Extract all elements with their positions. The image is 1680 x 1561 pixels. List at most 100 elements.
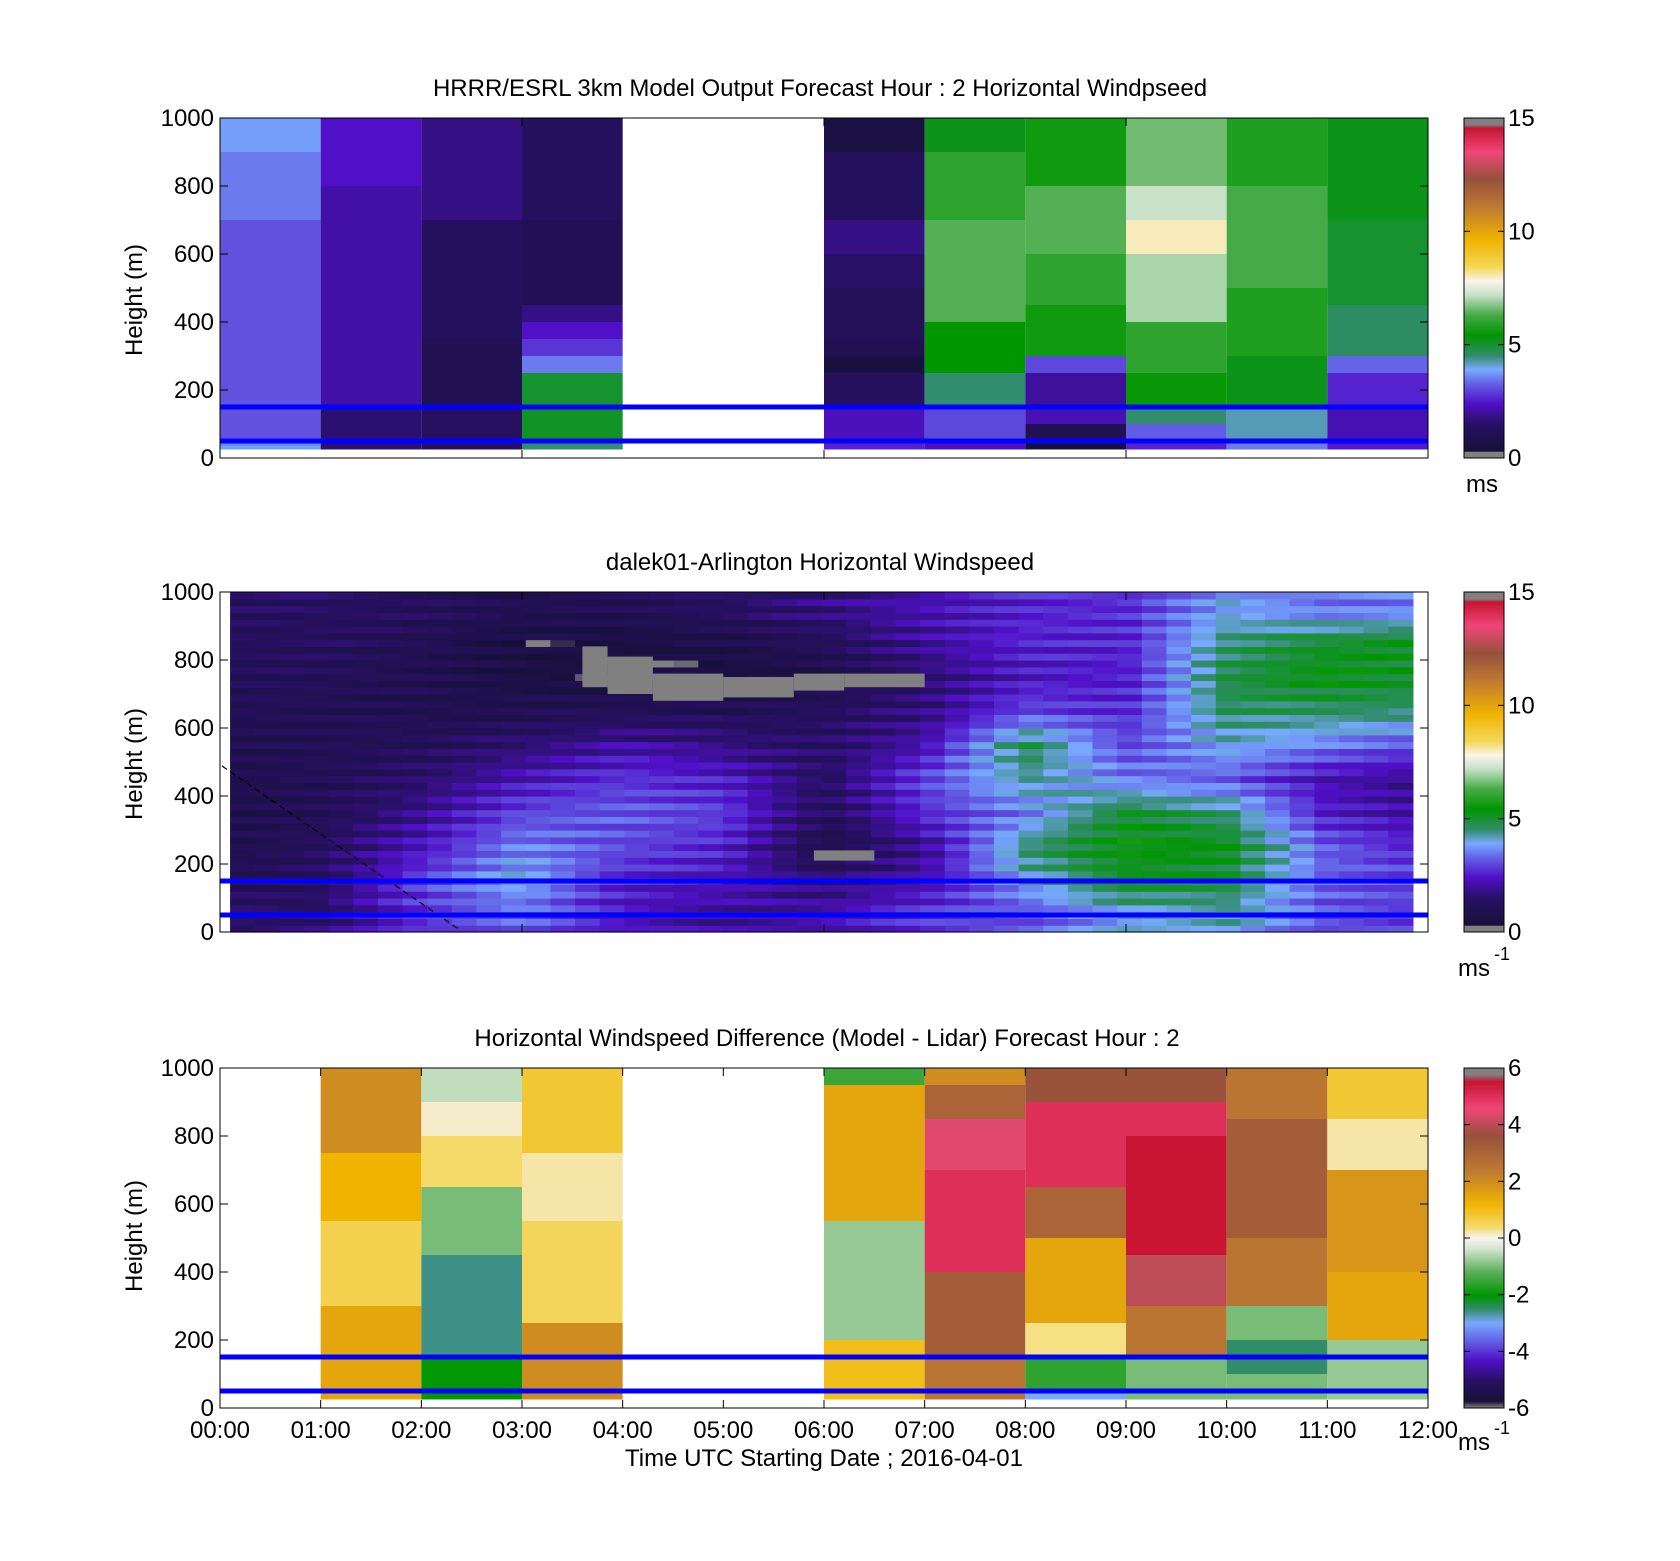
heatmap-cell (1215, 646, 1242, 654)
heatmap-cell (624, 755, 650, 763)
heatmap-cell (353, 809, 379, 817)
heatmap-cell (1215, 612, 1242, 620)
heatmap-cell (846, 714, 872, 722)
heatmap-cell (846, 870, 872, 879)
heatmap-cell (673, 748, 699, 756)
heatmap-cell (1141, 694, 1168, 702)
heatmap-cell (377, 775, 404, 783)
heatmap-cell (1166, 884, 1192, 892)
panel-model: HRRR/ESRL 3km Model Output Forecast Hour… (121, 75, 1535, 498)
heatmap-cell (1338, 830, 1365, 838)
heatmap-cell (1338, 836, 1365, 845)
heatmap-cell (230, 816, 256, 824)
heatmap-cell (944, 809, 970, 817)
heatmap-cell (575, 904, 601, 913)
heatmap-cell (1314, 843, 1340, 851)
heatmap-cell (328, 918, 354, 926)
heatmap-cell (279, 925, 305, 933)
heatmap-cell (1338, 898, 1365, 906)
heatmap-cell (920, 755, 946, 763)
heatmap-cell (427, 598, 453, 607)
heatmap-cell (1215, 734, 1242, 743)
heatmap-cell (230, 782, 256, 790)
heatmap-cell (1092, 707, 1118, 715)
heatmap-cell (328, 721, 354, 729)
heatmap-cell (303, 646, 330, 654)
x-tick-label: 04:00 (593, 1417, 653, 1444)
heatmap-cell (1117, 639, 1143, 647)
heatmap-cell (427, 680, 453, 688)
heatmap-cell (550, 775, 576, 783)
heatmap-cell (821, 857, 847, 865)
heatmap-cell (451, 898, 478, 906)
heatmap-cell (402, 796, 428, 804)
heatmap-cell (772, 898, 798, 906)
heatmap-cell (1314, 809, 1340, 817)
heatmap-cell (870, 605, 897, 613)
heatmap-cell (575, 802, 601, 811)
heatmap-cell (1018, 592, 1044, 600)
heatmap-cell (895, 843, 921, 851)
heatmap-cell (796, 918, 823, 926)
heatmap-cell (353, 728, 379, 736)
heatmap-cell (796, 850, 823, 858)
heatmap-cell (575, 823, 601, 831)
heatmap-cell (1215, 653, 1242, 661)
heatmap-cell (476, 592, 502, 600)
heatmap-cell (1117, 768, 1143, 777)
heatmap-cell (1240, 666, 1266, 675)
heatmap-cell (1240, 809, 1266, 817)
heatmap-cell (575, 782, 601, 790)
heatmap-cell (550, 605, 576, 613)
heatmap-cell (1314, 782, 1340, 790)
heatmap-cell (870, 728, 897, 736)
heatmap-cell (698, 714, 724, 722)
heatmap-cell (599, 632, 625, 641)
heatmap-cell (377, 925, 404, 933)
heatmap-cell (1191, 823, 1217, 831)
heatmap-cell (1265, 632, 1291, 641)
heatmap-cell (920, 687, 946, 695)
heatmap-cell (772, 598, 798, 607)
heatmap-cell (648, 755, 675, 763)
heatmap-cell (328, 809, 354, 817)
heatmap-cell (1067, 639, 1094, 647)
heatmap-cell (1388, 687, 1414, 695)
heatmap-cell (1363, 782, 1389, 790)
heatmap-cell (1067, 782, 1094, 790)
heatmap-cell (1166, 653, 1192, 661)
heatmap-cell (747, 768, 773, 777)
heatmap-cell (328, 830, 354, 838)
heatmap-cell (279, 816, 305, 824)
heatmap-cell (522, 441, 623, 450)
heatmap-cell (550, 612, 576, 620)
heatmap-cell (895, 891, 921, 899)
heatmap-cell (870, 721, 897, 729)
heatmap-cell (1240, 673, 1266, 681)
heatmap-cell (969, 748, 995, 756)
heatmap-cell (747, 728, 773, 736)
heatmap-cell (747, 796, 773, 804)
colorbar-tick-label: 5 (1508, 332, 1521, 359)
heatmap-cell (895, 809, 921, 817)
heatmap-cell (846, 782, 872, 790)
heatmap-cell (969, 728, 995, 736)
heatmap-cell (824, 373, 925, 407)
heatmap-cell (599, 619, 625, 627)
heatmap-cell (575, 775, 601, 783)
heatmap-cell (230, 673, 256, 681)
heatmap-cell (1363, 904, 1389, 913)
heatmap-cell (476, 700, 502, 709)
heatmap-cell (1117, 789, 1143, 797)
heatmap-cell (993, 694, 1020, 702)
heatmap-cell (821, 700, 847, 709)
heatmap-cell (895, 823, 921, 831)
heatmap-cell (969, 775, 995, 783)
heatmap-cell (451, 870, 478, 879)
heatmap-cell (846, 741, 872, 749)
heatmap-cell (230, 823, 256, 831)
heatmap-cell (1388, 816, 1414, 824)
heatmap-cell (254, 605, 280, 613)
heatmap-cell (1289, 864, 1315, 872)
